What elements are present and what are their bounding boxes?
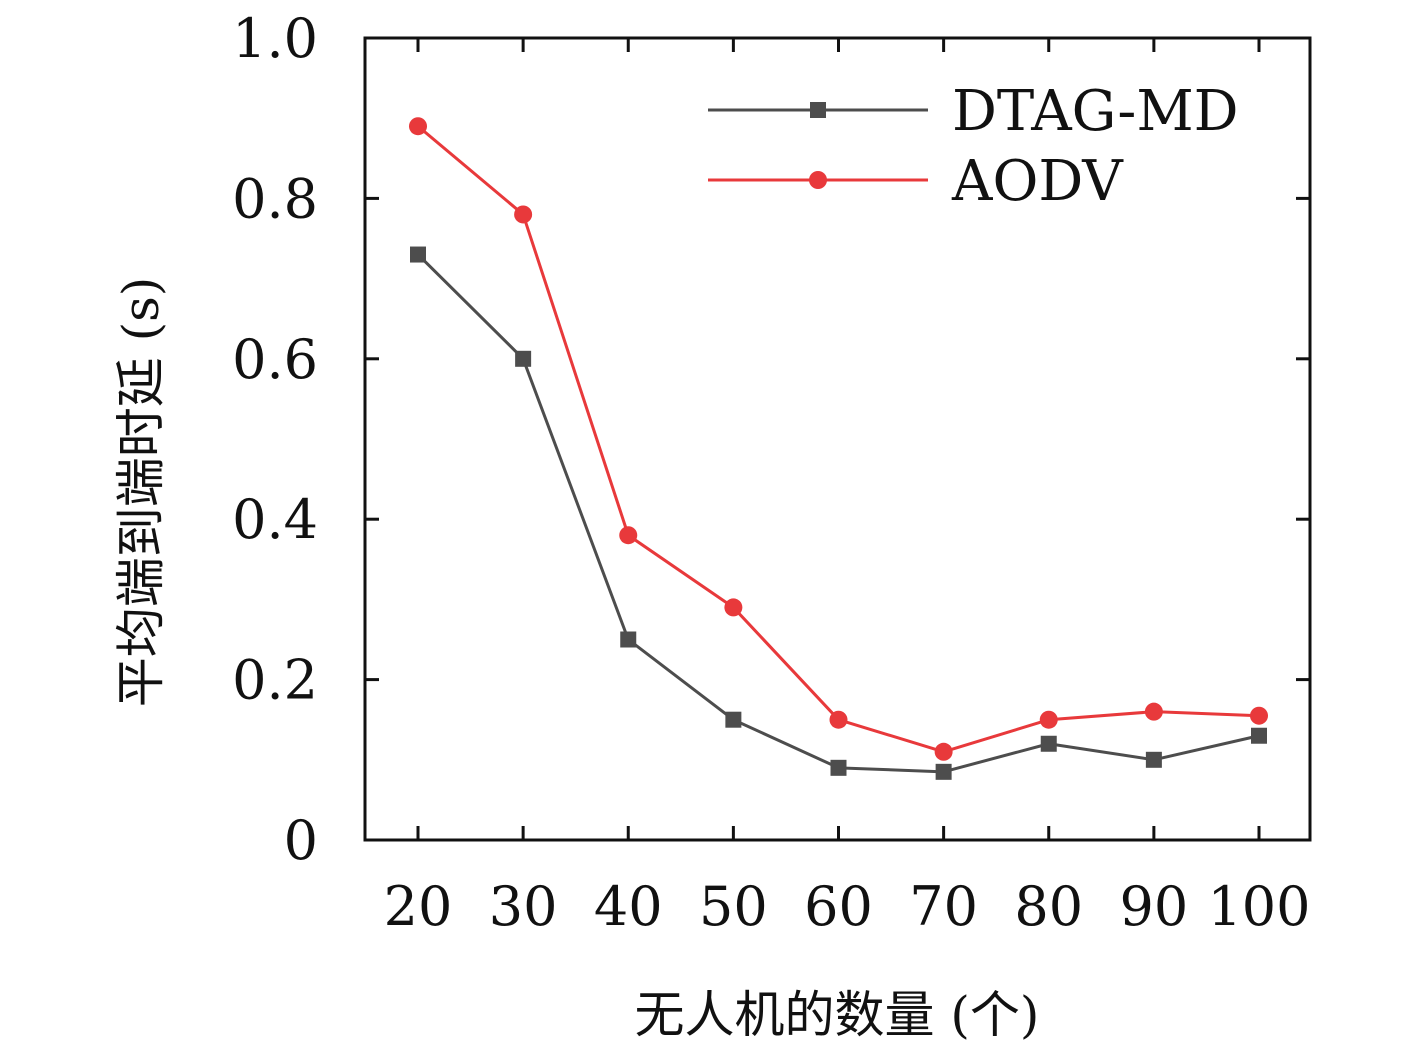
data-point-dtag-md: [725, 711, 742, 728]
x-tick-label: 40: [594, 875, 663, 938]
data-point-aodv: [934, 742, 953, 761]
data-point-aodv: [619, 526, 638, 545]
x-tick-label: 90: [1120, 875, 1189, 938]
plot-marks: [409, 117, 1268, 780]
y-tick-label: 0.8: [232, 167, 318, 230]
data-point-aodv: [514, 205, 533, 224]
data-point-dtag-md: [1040, 735, 1057, 752]
y-tick-label: 0: [284, 809, 318, 872]
axis-ticks: [365, 36, 1310, 842]
legend-marker-aodv: [809, 171, 827, 189]
x-tick-label: 20: [384, 875, 453, 938]
x-tick-label: 30: [489, 875, 558, 938]
x-tick-label: 50: [699, 875, 768, 938]
x-tick-label: 70: [909, 875, 978, 938]
legend-label-aodv: AODV: [951, 149, 1124, 214]
data-point-dtag-md: [1145, 751, 1162, 768]
data-point-aodv: [829, 710, 848, 729]
x-tick-label: 80: [1014, 875, 1083, 938]
data-point-aodv: [1250, 706, 1268, 725]
x-tick-label: 100: [1207, 875, 1310, 938]
axis-tick-labels: 0 0.2 0.4 0.6 0.8 1.0 20 30 40 50 60 70 80 90 100: [232, 7, 1310, 938]
y-axis-title: 平均端到端时延 (s): [112, 277, 170, 708]
legend-label-dtag-md: DTAG-MD: [952, 79, 1239, 144]
data-point-dtag-md: [1251, 727, 1267, 744]
data-point-dtag-md: [935, 763, 952, 780]
legend-marker-dtag-md: [810, 102, 826, 118]
y-tick-label: 0.4: [232, 488, 318, 551]
y-tick-label: 0.2: [232, 649, 318, 712]
data-point-dtag-md: [620, 631, 637, 648]
y-tick-label: 1.0: [232, 7, 318, 70]
data-point-dtag-md: [410, 246, 426, 263]
data-point-dtag-md: [830, 759, 847, 776]
x-axis-title: 无人机的数量 (个): [635, 986, 1040, 1044]
data-point-aodv: [1144, 702, 1163, 721]
x-tick-label: 60: [804, 875, 873, 938]
data-point-aodv: [724, 598, 743, 617]
data-point-aodv: [409, 117, 427, 136]
y-tick-label: 0.6: [232, 328, 318, 391]
data-point-aodv: [1039, 710, 1058, 729]
data-point-dtag-md: [515, 350, 532, 367]
